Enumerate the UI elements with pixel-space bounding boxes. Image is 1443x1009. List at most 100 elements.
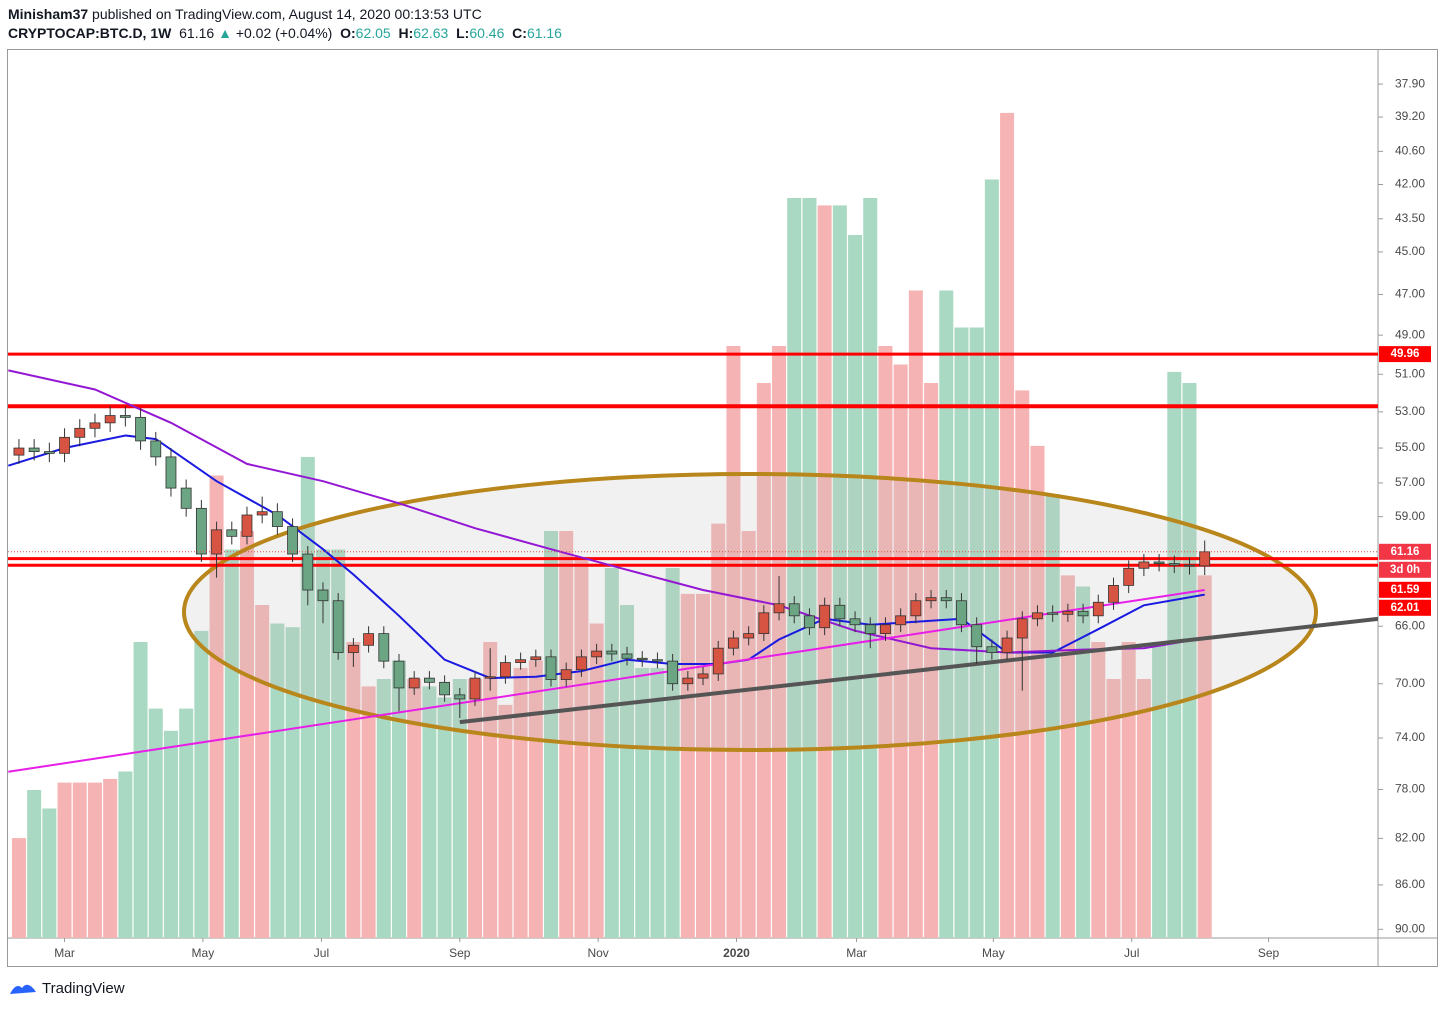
candle-body xyxy=(332,600,344,653)
y-tick-label: 42.00 xyxy=(1395,177,1425,191)
y-tick-label: 66.00 xyxy=(1395,618,1425,632)
candle-body xyxy=(317,589,329,602)
price-label: 49.96 xyxy=(1391,348,1420,360)
price-label-box xyxy=(1379,599,1431,616)
volume-bar xyxy=(741,531,756,938)
volume-bar xyxy=(832,205,847,938)
y-tick-label: 39.20 xyxy=(1395,109,1425,123)
candle-body xyxy=(28,447,40,452)
candle-body xyxy=(1032,612,1043,620)
frame xyxy=(7,49,1438,967)
overlay-line xyxy=(8,369,1205,654)
candle-body xyxy=(1092,601,1104,617)
price-label-box xyxy=(1379,581,1431,598)
volume-bar xyxy=(11,838,26,938)
volume-bar xyxy=(665,568,680,938)
volume-bar xyxy=(194,630,209,938)
c-label: C: xyxy=(512,25,527,41)
header: Minisham37 published on TradingView.com,… xyxy=(8,5,562,43)
volume-bar xyxy=(1045,494,1060,938)
candle-body xyxy=(864,624,876,635)
h-label: H: xyxy=(398,25,414,41)
volume-bar xyxy=(315,549,330,938)
price-label: 61.59 xyxy=(1391,584,1420,596)
y-tick-label: 78.00 xyxy=(1395,782,1425,796)
y-tick-label: 49.00 xyxy=(1395,327,1425,341)
candle-body xyxy=(195,507,207,555)
candle-body xyxy=(1077,610,1089,617)
volume-bar xyxy=(148,708,163,938)
symbol: CRYPTOCAP:BTC.D, 1W xyxy=(8,25,172,41)
candle-body xyxy=(150,440,162,458)
candle-body xyxy=(880,624,891,635)
x-tick-label: Jul xyxy=(1124,946,1139,960)
o-value: 62.05 xyxy=(355,25,391,41)
o-label: O: xyxy=(340,25,356,41)
h-value: 62.63 xyxy=(413,25,449,41)
volume-bar xyxy=(239,531,254,938)
chart: 37.90 39.20 40.60 42.00 43.50 45.00 47.00 49.00… xyxy=(7,49,1438,967)
candle-body xyxy=(819,604,831,629)
candle-body xyxy=(104,415,116,424)
y-tick-label: 82.00 xyxy=(1395,831,1425,845)
candle-body xyxy=(515,659,527,663)
candle-body xyxy=(986,646,998,653)
candle-body xyxy=(788,603,800,617)
volume-bar xyxy=(1091,642,1106,938)
volume-bar xyxy=(255,605,270,938)
candle-body xyxy=(636,657,648,661)
y-tick-label: 40.60 xyxy=(1395,144,1425,158)
candle-body xyxy=(576,656,587,671)
volume-bar xyxy=(452,679,467,938)
last: 61.16 xyxy=(179,25,215,41)
volume-bar xyxy=(1136,679,1151,938)
volume-bar xyxy=(87,782,102,938)
candle-body xyxy=(545,656,557,680)
y-tick-label: 51.00 xyxy=(1395,366,1425,380)
volume-bar xyxy=(924,383,939,938)
y-tick-label: 55.00 xyxy=(1395,440,1425,454)
overlay-line xyxy=(8,589,1205,773)
volume-bar xyxy=(1060,575,1075,938)
volume-bar xyxy=(224,549,239,938)
volume-bar xyxy=(468,679,483,938)
volume-bar xyxy=(1182,383,1197,938)
candle-body xyxy=(1153,561,1165,564)
volume-bar xyxy=(1030,445,1045,938)
l-label: L: xyxy=(456,25,470,41)
y-tick-label: 59.00 xyxy=(1395,509,1425,523)
volume-bar xyxy=(787,198,802,938)
candle-body xyxy=(454,694,466,700)
volume-bar xyxy=(118,771,133,938)
volume-bar xyxy=(72,782,87,938)
change: +0.02 (+0.04%) xyxy=(235,25,333,41)
candle-body xyxy=(758,612,770,635)
x-tick-label: Mar xyxy=(54,946,75,960)
x-tick-label: 2020 xyxy=(723,946,750,960)
x-tick-label: Sep xyxy=(1258,946,1280,960)
volume-bar xyxy=(513,667,528,938)
volume-bar xyxy=(361,686,376,938)
candle-body xyxy=(74,427,86,438)
volume-bar xyxy=(483,642,498,938)
candle-body xyxy=(1138,561,1150,569)
candle-body xyxy=(971,624,983,648)
candle-body xyxy=(1184,564,1195,567)
candle-body xyxy=(211,529,222,555)
brand: TradingView xyxy=(42,979,125,997)
candle-body xyxy=(1001,637,1013,653)
volume-bar xyxy=(42,808,57,938)
y-tick-label: 90.00 xyxy=(1395,922,1425,936)
candle-body xyxy=(895,615,907,626)
volume-bar xyxy=(574,556,589,938)
candle-body xyxy=(1199,551,1211,567)
author: Minisham37 xyxy=(8,6,89,22)
published: published on TradingView.com, August 14,… xyxy=(92,6,482,22)
candle-body xyxy=(697,673,709,679)
volume-bar xyxy=(1000,112,1015,938)
footer: TradingView xyxy=(8,978,125,998)
price-label: 62.01 xyxy=(1391,602,1420,614)
candle-body xyxy=(682,677,694,685)
candle-body xyxy=(135,416,146,442)
volume-bar xyxy=(285,627,300,938)
